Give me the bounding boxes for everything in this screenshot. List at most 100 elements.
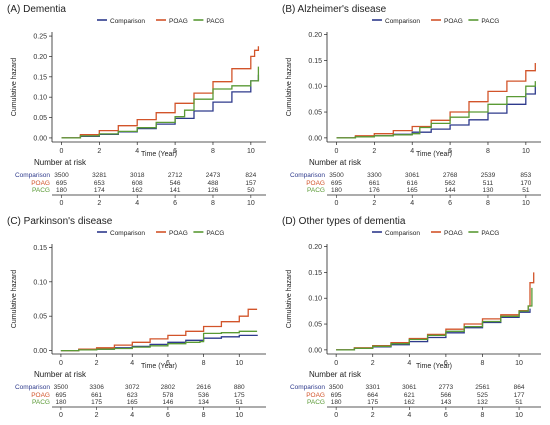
risk-cell: 165 (127, 399, 138, 406)
risk-cell: 695 (331, 392, 342, 399)
risk-cell: 180 (331, 399, 342, 406)
x-tick-label: 2 (372, 148, 376, 155)
y-axis-label: Cumulative hazard (11, 58, 18, 116)
risk-cell: 132 (477, 399, 488, 406)
risk-cell: 141 (170, 187, 181, 194)
risk-axis-tick-label: 10 (522, 200, 530, 207)
risk-cell: 525 (477, 392, 488, 399)
risk-cell: 488 (208, 180, 219, 187)
risk-cell: 3301 (365, 384, 380, 391)
risk-cell: 695 (55, 392, 66, 399)
legend-label: Comparison (110, 18, 145, 25)
y-tick-label: 0.10 (33, 279, 47, 286)
legend-label: POAG (444, 230, 463, 237)
risk-axis-tick-label: 6 (444, 412, 448, 419)
risk-cell: 3500 (329, 384, 344, 391)
risk-row-label-pacg: PACG (32, 187, 50, 194)
risk-axis-tick-label: 4 (410, 200, 414, 207)
risk-cell: 175 (91, 399, 102, 406)
legend-label: Comparison (385, 18, 420, 25)
risk-axis-tick-label: 2 (95, 412, 99, 419)
risk-axis-tick-label: 2 (372, 200, 376, 207)
legend-item-poag: POAG (431, 230, 463, 237)
risk-cell: 3072 (125, 384, 140, 391)
y-tick-label: 0.00 (308, 135, 322, 142)
x-tick-label: 0 (60, 148, 64, 155)
x-tick-label: 2 (97, 148, 101, 155)
x-tick-label: 0 (335, 148, 339, 155)
risk-cell: 3500 (54, 384, 69, 391)
risk-axis-tick-label: 2 (371, 412, 375, 419)
risk-cell: 578 (162, 392, 173, 399)
risk-cell: 3061 (402, 384, 417, 391)
risk-axis-tick-label: 0 (60, 200, 64, 207)
risk-cell: 2802 (161, 384, 176, 391)
y-tick-label: 0.00 (33, 135, 47, 142)
series-line-poag (60, 308, 258, 352)
risk-cell: 175 (234, 392, 245, 399)
y-tick-label: 0.05 (33, 314, 47, 321)
risk-cell: 824 (245, 172, 256, 179)
risk-cell: 608 (132, 180, 143, 187)
risk-table-title: Number at risk (34, 158, 87, 167)
risk-table-title: Number at risk (309, 158, 362, 167)
y-tick-label: 0.00 (33, 348, 47, 355)
risk-axis-tick-label: 6 (448, 200, 452, 207)
x-tick-label: 6 (166, 360, 170, 367)
risk-table-title: Number at risk (34, 370, 87, 379)
risk-cell: 623 (127, 392, 138, 399)
risk-cell: 176 (369, 187, 380, 194)
risk-axis-tick-label: 8 (486, 200, 490, 207)
y-tick-label: 0.20 (308, 32, 322, 39)
risk-cell: 180 (55, 399, 66, 406)
risk-cell: 853 (520, 172, 531, 179)
panel-title: (C) Parkinson's disease (7, 216, 113, 227)
risk-table: Number at risk Comparison 3500 3281 3018 2712… (15, 158, 266, 207)
risk-cell: 546 (170, 180, 181, 187)
legend-label: PACG (206, 18, 224, 25)
legend-item-comparison: Comparison (97, 18, 145, 25)
risk-cell: 664 (367, 392, 378, 399)
legend-item-pacg: PACG (468, 230, 499, 237)
x-tick-label: 8 (481, 360, 485, 367)
risk-cell: 146 (162, 399, 173, 406)
risk-table: Number at risk Comparison 3500 3300 3061 2768… (290, 158, 541, 207)
series-line-pacg (61, 66, 260, 139)
legend-item-comparison: Comparison (372, 18, 420, 25)
risk-cell: 3300 (367, 172, 382, 179)
risk-row-label-pacg: PACG (307, 399, 325, 406)
y-tick-label: 0.20 (308, 244, 322, 251)
risk-table: Number at risk Comparison 3500 3301 3061 2773… (290, 370, 541, 419)
risk-cell: 162 (404, 399, 415, 406)
legend-label: POAG (169, 230, 188, 237)
risk-cell: 511 (483, 180, 494, 187)
x-tick-label: 6 (173, 148, 177, 155)
risk-cell: 661 (91, 392, 102, 399)
risk-axis-tick-label: 4 (135, 200, 139, 207)
series-line-comparison (60, 334, 258, 352)
risk-cell: 3018 (130, 172, 145, 179)
risk-cell: 562 (445, 180, 456, 187)
risk-axis-tick-label: 8 (202, 412, 206, 419)
legend-item-pacg: PACG (193, 18, 224, 25)
x-tick-label: 4 (130, 360, 134, 367)
risk-cell: 2616 (196, 384, 211, 391)
risk-cell: 566 (440, 392, 451, 399)
x-axis-label: Time (Year) (416, 151, 452, 158)
risk-cell: 177 (514, 392, 525, 399)
risk-row-label-poag: POAG (306, 392, 325, 399)
x-tick-label: 8 (486, 148, 490, 155)
y-axis-label: Cumulative hazard (286, 270, 293, 328)
x-tick-label: 10 (247, 148, 255, 155)
risk-cell: 180 (56, 187, 67, 194)
risk-cell: 653 (94, 180, 105, 187)
risk-cell: 165 (407, 187, 418, 194)
series-line-poag (336, 272, 535, 351)
risk-cell: 134 (198, 399, 209, 406)
